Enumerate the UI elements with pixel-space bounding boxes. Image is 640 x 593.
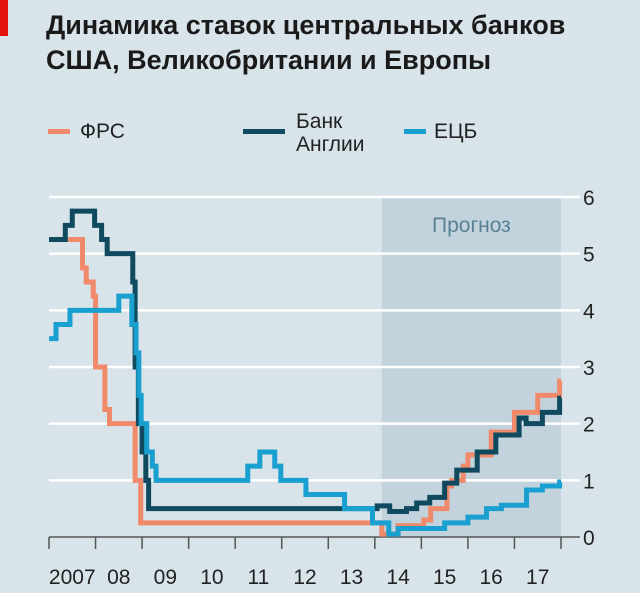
legend-label-ecb: ЕЦБ — [434, 120, 478, 143]
chart-title: Динамика ставок центральных банков США, … — [46, 10, 566, 75]
brand-red-bar — [0, 0, 8, 36]
forecast-label: Прогноз — [432, 214, 511, 237]
legend-label-boe: Банк Англии — [296, 110, 365, 156]
x-tick-label: 15 — [433, 566, 456, 589]
x-tick-label: 17 — [526, 566, 549, 589]
series-line-ecb — [49, 293, 563, 537]
x-tick-label: 13 — [340, 566, 363, 589]
x-tick-label: 14 — [386, 566, 410, 589]
y-tick-label: 4 — [583, 300, 595, 323]
y-tick-label: 5 — [583, 244, 595, 267]
x-tick-label: 2007 — [49, 566, 96, 589]
y-tick-label: 6 — [583, 187, 595, 210]
legend-swatch-ecb — [404, 129, 426, 134]
x-tick-label: 16 — [480, 566, 503, 589]
legend-swatch-fed — [48, 129, 70, 134]
y-tick-label: 1 — [583, 470, 595, 493]
x-tick-label: 08 — [107, 566, 130, 589]
legend-label-boe-line1: Банк — [296, 110, 343, 133]
legend-label-fed: ФРС — [80, 120, 125, 143]
series-line-boe — [49, 208, 563, 514]
y-tick-label: 2 — [583, 414, 595, 437]
x-tick-label: 12 — [293, 566, 316, 589]
x-tick-label: 09 — [154, 566, 177, 589]
series-line-fed — [67, 237, 563, 537]
y-tick-label: 3 — [583, 357, 595, 380]
x-tick-label: 10 — [200, 566, 223, 589]
legend-label-boe-line2: Англии — [296, 133, 365, 156]
x-tick-label: 11 — [248, 566, 270, 589]
y-tick-label: 0 — [583, 527, 595, 550]
legend-swatch-boe — [243, 129, 285, 134]
